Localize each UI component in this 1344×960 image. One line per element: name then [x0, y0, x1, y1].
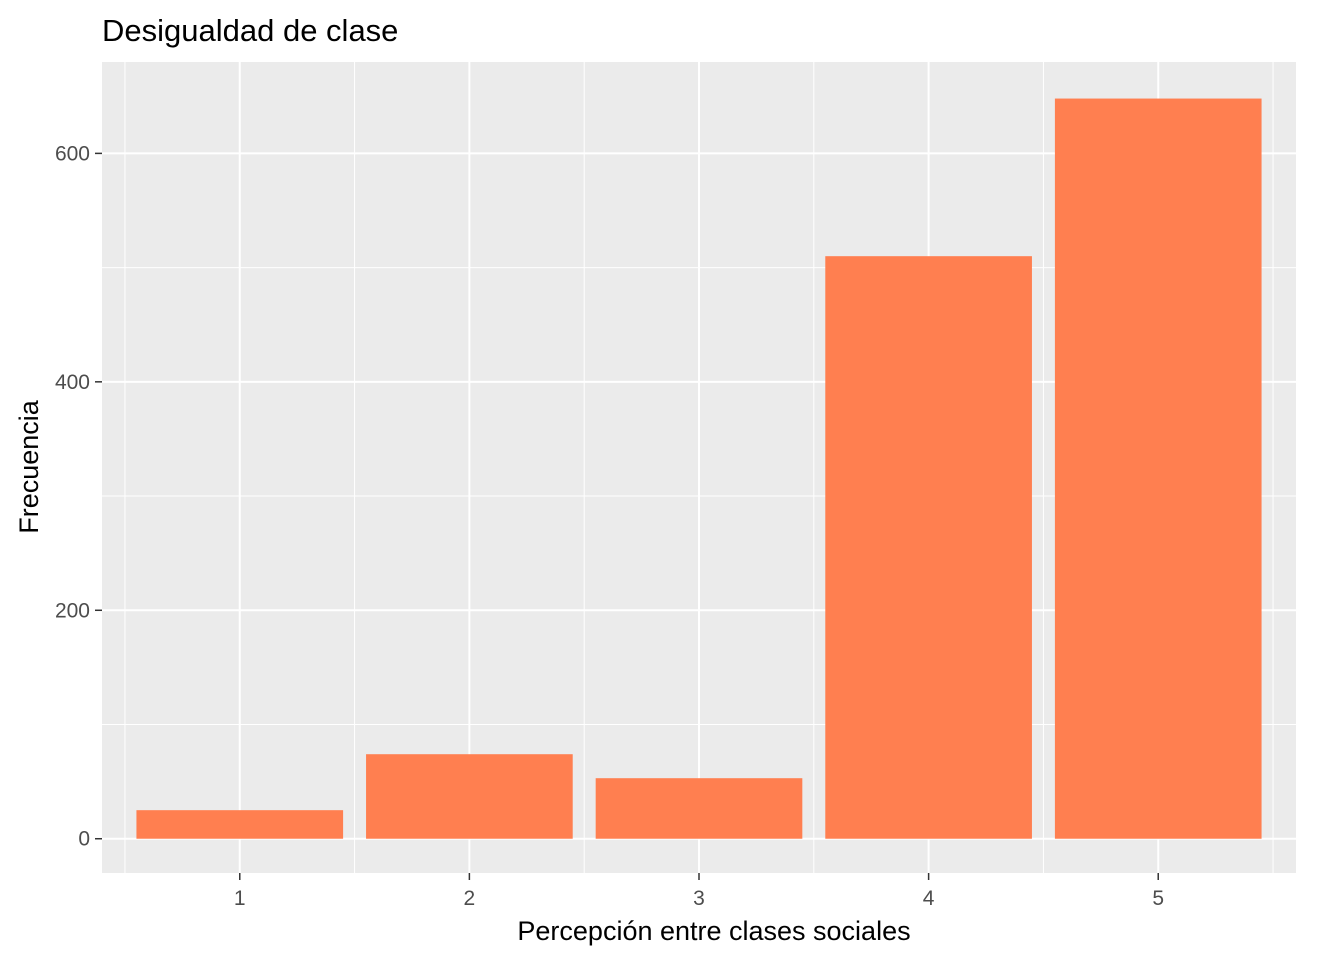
y-tick-label: 0 — [78, 828, 90, 851]
x-tick-label: 3 — [693, 887, 705, 910]
y-axis: 0 200 400 600 — [55, 142, 102, 851]
x-tick-label: 2 — [464, 887, 476, 910]
x-tick-label: 4 — [923, 887, 935, 910]
x-axis-title: Percepción entre clases sociales — [517, 916, 910, 946]
y-tick-label: 200 — [55, 599, 90, 622]
x-tick-label: 5 — [1152, 887, 1164, 910]
bar-1 — [136, 810, 344, 839]
x-tick-label: 1 — [234, 887, 246, 910]
bar-5 — [1054, 98, 1262, 839]
bar-4 — [825, 256, 1032, 839]
bar-3 — [595, 778, 803, 839]
bars — [136, 98, 1262, 839]
bar-2 — [366, 754, 573, 839]
chart-title: Desigualdad de clase — [102, 13, 398, 48]
y-tick-label: 400 — [55, 371, 90, 394]
x-axis: 1 2 3 4 5 — [234, 873, 1164, 910]
y-axis-title: Frecuencia — [14, 399, 44, 534]
y-tick-label: 600 — [55, 142, 90, 165]
